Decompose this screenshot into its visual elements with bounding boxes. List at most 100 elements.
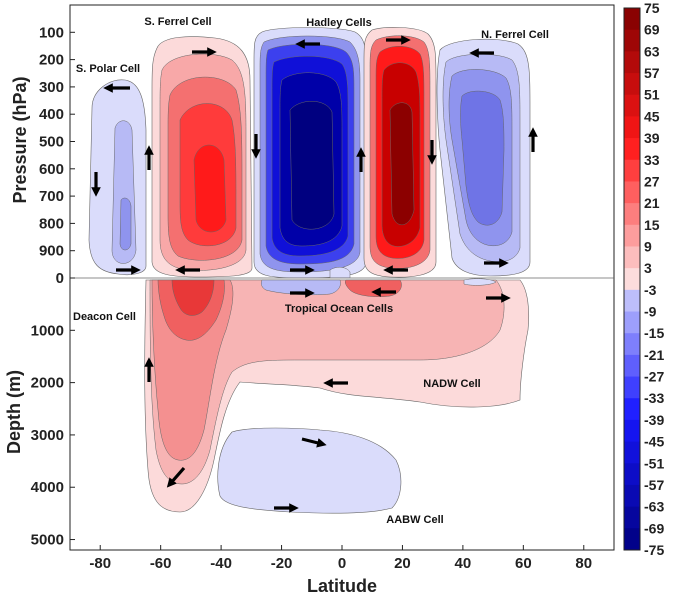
arrow-icon	[166, 466, 186, 488]
colorbar-tick-label: -69	[644, 520, 664, 536]
x-tick-label: 40	[455, 555, 472, 572]
colorbar-swatch	[624, 506, 640, 529]
colorbar-swatch	[624, 289, 640, 313]
y-tick-label-atmosphere: 0	[56, 270, 64, 287]
colorbar-tick-label: 45	[644, 108, 660, 124]
s-polar-inner	[119, 197, 132, 251]
label-nadw: NADW Cell	[423, 378, 480, 390]
colorbar-swatch	[624, 159, 640, 182]
colorbar-tick-label: 15	[644, 217, 660, 233]
y-axis-title-ocean: Depth (m)	[4, 370, 24, 454]
x-tick-label: -60	[150, 555, 172, 572]
colorbar-swatch	[624, 441, 640, 464]
label-hadley: Hadley Cells	[306, 17, 371, 29]
colorbar-swatch	[624, 8, 640, 31]
x-tick-label: 80	[575, 555, 592, 572]
colorbar-tick-label: -3	[644, 282, 657, 298]
atmosphere-panel	[88, 27, 531, 278]
colorbar-tick-label: -45	[644, 434, 664, 450]
axis-ticks: -80 -60 -40 -20 0 20 40 60 80 100 200 300 400 500 600 7…	[31, 24, 592, 572]
x-tick-label: -20	[271, 555, 293, 572]
nadw-l2	[149, 279, 505, 485]
colorbar-swatch	[624, 224, 640, 247]
colorbar-swatch	[624, 484, 640, 508]
aabw-cell	[217, 427, 402, 514]
colorbar-swatch	[624, 138, 640, 161]
colorbar-tick-label: 3	[644, 260, 652, 276]
colorbar-swatch	[624, 333, 640, 356]
colorbar: 75 69 63 57 51 45 39 33 27 21 15 9 3 -3 -9 -15 -21 -27 -33…	[623, 0, 664, 558]
y-tick-label-ocean: 1000	[31, 322, 64, 339]
colorbar-swatch	[624, 354, 640, 378]
deacon-l3	[171, 279, 215, 316]
colorbar-tick-label: 69	[644, 22, 660, 38]
colorbar-swatch	[624, 419, 640, 443]
x-tick-label: 0	[338, 555, 346, 572]
y-tick-label-atmosphere: 900	[39, 243, 64, 260]
y-tick-label-atmosphere: 700	[39, 188, 64, 205]
x-axis-title: Latitude	[307, 576, 377, 596]
colorbar-tick-label: -21	[644, 347, 664, 363]
equator-surface-blob	[329, 267, 351, 278]
colorbar-swatch	[624, 116, 640, 139]
colorbar-tick-label: -27	[644, 369, 664, 385]
colorbar-swatch	[624, 398, 640, 421]
y-tick-label-atmosphere: 200	[39, 52, 64, 69]
hadley-south-l6	[289, 101, 335, 230]
colorbar-tick-label: -39	[644, 412, 664, 428]
y-tick-label-atmosphere: 500	[39, 134, 64, 151]
y-tick-label-ocean: 2000	[31, 375, 64, 392]
colorbar-swatch	[624, 311, 640, 334]
colorbar-tick-label: 33	[644, 152, 660, 168]
y-tick-label-ocean: 5000	[31, 532, 64, 549]
colorbar-swatch	[624, 181, 640, 204]
hadley-north-l5	[389, 102, 415, 225]
y-tick-label-ocean: 3000	[31, 427, 64, 444]
x-tick-label: -80	[89, 555, 111, 572]
colorbar-tick-label: -15	[644, 325, 664, 341]
label-aabw: AABW Cell	[386, 514, 443, 526]
colorbar-tick-label: -63	[644, 499, 664, 515]
n-ferrel-l4	[460, 90, 505, 226]
colorbar-frame	[623, 7, 641, 551]
colorbar-swatch	[624, 246, 640, 269]
colorbar-tick-label: 51	[644, 87, 660, 103]
colorbar-tick-label: -51	[644, 455, 664, 471]
flow-arrows	[91, 35, 538, 513]
colorbar-swatch	[624, 463, 640, 486]
colorbar-tick-label: 57	[644, 65, 660, 81]
colorbar-swatch	[624, 203, 640, 226]
y-axis-title-atmosphere: Pressure (hPa)	[10, 76, 30, 203]
y-tick-label-atmosphere: 600	[39, 161, 64, 178]
label-deacon: Deacon Cell	[73, 311, 136, 323]
x-tick-label: 60	[515, 555, 532, 572]
colorbar-swatch	[624, 528, 640, 551]
x-tick-label: 20	[394, 555, 411, 572]
colorbar-tick-label: 63	[644, 43, 660, 59]
colorbar-tick-label: -33	[644, 390, 664, 406]
label-s-ferrel: S. Ferrel Cell	[144, 16, 211, 28]
label-tropical: Tropical Ocean Cells	[285, 303, 393, 315]
label-s-polar: S. Polar Cell	[76, 63, 140, 75]
y-tick-label-atmosphere: 400	[39, 106, 64, 123]
colorbar-swatch	[624, 268, 640, 291]
s-ferrel-l5	[193, 144, 227, 233]
y-tick-label-atmosphere: 100	[39, 24, 64, 41]
colorbar-swatch	[624, 376, 640, 399]
colorbar-tick-label: 39	[644, 130, 660, 146]
small-blue-blob	[463, 278, 497, 286]
colorbar-tick-label: 27	[644, 173, 660, 189]
colorbar-tick-label: 75	[644, 0, 660, 16]
x-tick-label: -40	[210, 555, 232, 572]
colorbar-swatch	[624, 29, 640, 52]
y-tick-label-atmosphere: 800	[39, 215, 64, 232]
colorbar-tick-label: 9	[644, 238, 652, 254]
colorbar-swatch	[624, 94, 640, 117]
y-tick-label-ocean: 4000	[31, 479, 64, 496]
colorbar-tick-label: -75	[644, 542, 664, 558]
arrow-icon	[301, 437, 327, 448]
label-n-ferrel: N. Ferrel Cell	[481, 29, 549, 41]
colorbar-swatch	[624, 51, 640, 74]
